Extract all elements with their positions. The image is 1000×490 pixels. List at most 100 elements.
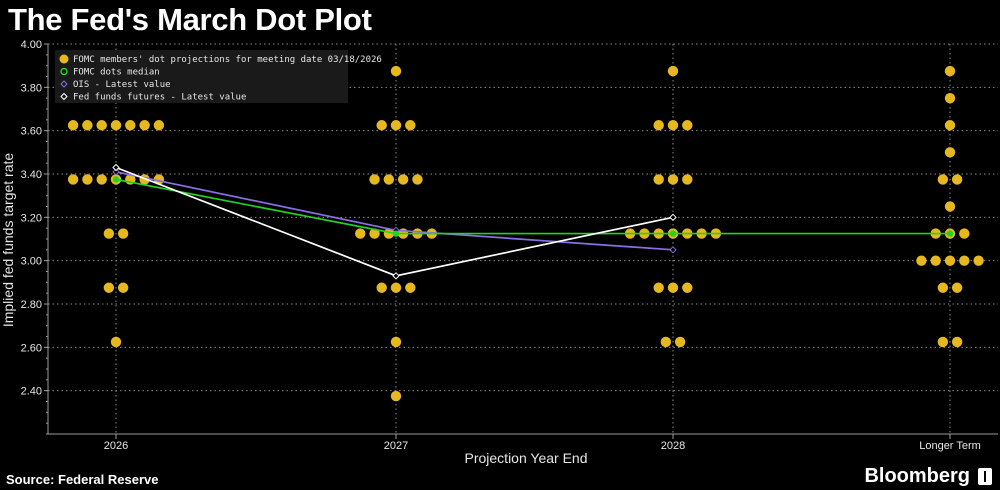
fomc-dot (103, 282, 115, 293)
legend-ois-marker (60, 80, 68, 88)
ois-point (669, 246, 677, 254)
axis-layer (47, 44, 998, 435)
ois-point (112, 168, 120, 176)
fomc-dot (944, 65, 956, 77)
legend-label: OIS - Latest value (73, 80, 171, 90)
fomc-dot (951, 336, 963, 348)
median-line (115, 178, 950, 235)
fomc-dot (390, 390, 402, 402)
fomc-dot (355, 228, 366, 239)
median-point (112, 176, 120, 183)
bloomberg-logo: Bloomberg (864, 465, 970, 487)
y-tick-label: 3.20 (21, 212, 42, 224)
fomc-dot (96, 174, 107, 185)
fomc-dot (944, 147, 956, 158)
median-point (946, 230, 954, 237)
fomc-dot (369, 228, 380, 239)
legend: FOMC members' dot projections for meetin… (55, 50, 382, 103)
fomc-dot (82, 120, 93, 131)
ois-line (115, 171, 674, 251)
fomc-dot (959, 255, 970, 266)
legend-label: FOMC dots median (73, 68, 160, 78)
fomc-dot (96, 120, 107, 131)
legend-background (55, 50, 348, 103)
fomc-dot (944, 255, 956, 266)
fomc-dot (653, 120, 664, 131)
fomc-dot (110, 336, 122, 348)
fomc-dot (412, 174, 423, 185)
fomc-dot (667, 174, 679, 185)
fomc-dot (959, 228, 970, 239)
fomc-dot (390, 65, 402, 77)
fomc-dot (667, 65, 679, 77)
fomc-dot (117, 228, 129, 239)
y-tick-labels: 2.40 2.60 2.80 3.00 3.20 3.40 3.60 3.80 4.00 (21, 39, 42, 398)
y-tick-label: 4.00 (21, 39, 42, 51)
fomc-dot (937, 282, 949, 293)
fomc-dot (376, 120, 387, 131)
y-tick-label: 3.80 (21, 82, 42, 94)
legend-label: Fed funds futures - Latest value (73, 93, 246, 103)
y-tick-label: 2.40 (21, 386, 42, 398)
fomc-dot (660, 336, 672, 348)
x-axis-title: Projection Year End (465, 450, 588, 466)
futures-point (669, 213, 677, 222)
y-tick-label: 3.60 (21, 126, 42, 138)
bloomberg-terminal-icon (978, 468, 992, 485)
fomc-dot (951, 174, 963, 185)
fomc-dot (682, 174, 693, 185)
fomc-dot (153, 120, 165, 131)
fomc-dot (951, 282, 963, 293)
y-tick-label: 2.60 (21, 342, 42, 354)
futures-point (392, 272, 400, 280)
fomc-dot (369, 174, 380, 185)
fomc-dot (653, 174, 664, 185)
legend-futures-marker (60, 92, 68, 101)
futures-line (115, 166, 674, 277)
fomc-dot (944, 92, 956, 104)
y-axis-title: Implied fed funds target rate (0, 153, 16, 328)
median-point (669, 230, 677, 237)
fomc-dot (405, 120, 416, 131)
x-tick-label: 2028 (661, 440, 685, 452)
legend-label: FOMC members' dot projections for meetin… (73, 55, 382, 65)
fomc-dot (973, 255, 984, 266)
legend-median-marker (60, 67, 68, 76)
fomc-dot (139, 120, 150, 131)
chart-title: The Fed's March Dot Plot (8, 2, 372, 37)
grid-layer (44, 43, 998, 439)
fomc-dot (682, 120, 693, 131)
fomc-dot (125, 120, 136, 131)
median-point (392, 230, 400, 237)
source-note: Source: Federal Reserve (6, 472, 159, 487)
fomc-dot (390, 120, 402, 131)
fomc-dot (82, 174, 93, 185)
y-tick-label: 3.40 (21, 169, 42, 181)
fomc-dot (937, 336, 949, 348)
x-tick-label: Longer Term (919, 440, 981, 452)
fomc-dot (674, 336, 686, 348)
fomc-dot (67, 120, 79, 131)
fomc-dot (117, 282, 129, 293)
series-lines (112, 163, 954, 280)
fomc-dot (390, 336, 402, 348)
fomc-dot (944, 120, 956, 131)
fomc-dot (944, 201, 956, 212)
fomc-dot (103, 228, 115, 239)
fomc-dot (667, 282, 679, 293)
fomc-dot (383, 174, 395, 185)
legend-dot-marker (59, 54, 69, 64)
fomc-dot (405, 282, 416, 293)
fomc-dot (397, 174, 409, 185)
fomc-dot (653, 282, 664, 293)
fomc-dot (390, 282, 402, 293)
x-tick-labels: 2026 2027 2028 Longer Term (104, 440, 981, 452)
fomc-dot (682, 282, 693, 293)
fomc-dot (67, 174, 79, 185)
fomc-dot (110, 120, 122, 131)
futures-point (112, 163, 120, 172)
x-tick-label: 2027 (384, 440, 408, 452)
fomc-dot (916, 255, 927, 266)
fomc-dot (667, 120, 679, 131)
